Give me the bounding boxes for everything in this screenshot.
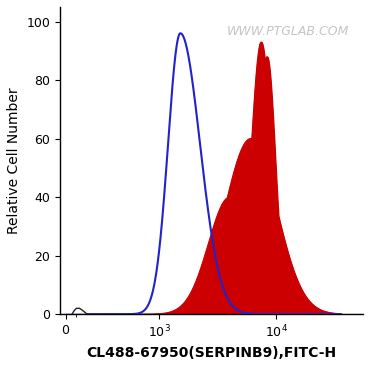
Text: WWW.PTGLAB.COM: WWW.PTGLAB.COM — [227, 25, 349, 37]
X-axis label: CL488-67950(SERPINB9),FITC-H: CL488-67950(SERPINB9),FITC-H — [87, 346, 337, 360]
Y-axis label: Relative Cell Number: Relative Cell Number — [7, 87, 21, 234]
